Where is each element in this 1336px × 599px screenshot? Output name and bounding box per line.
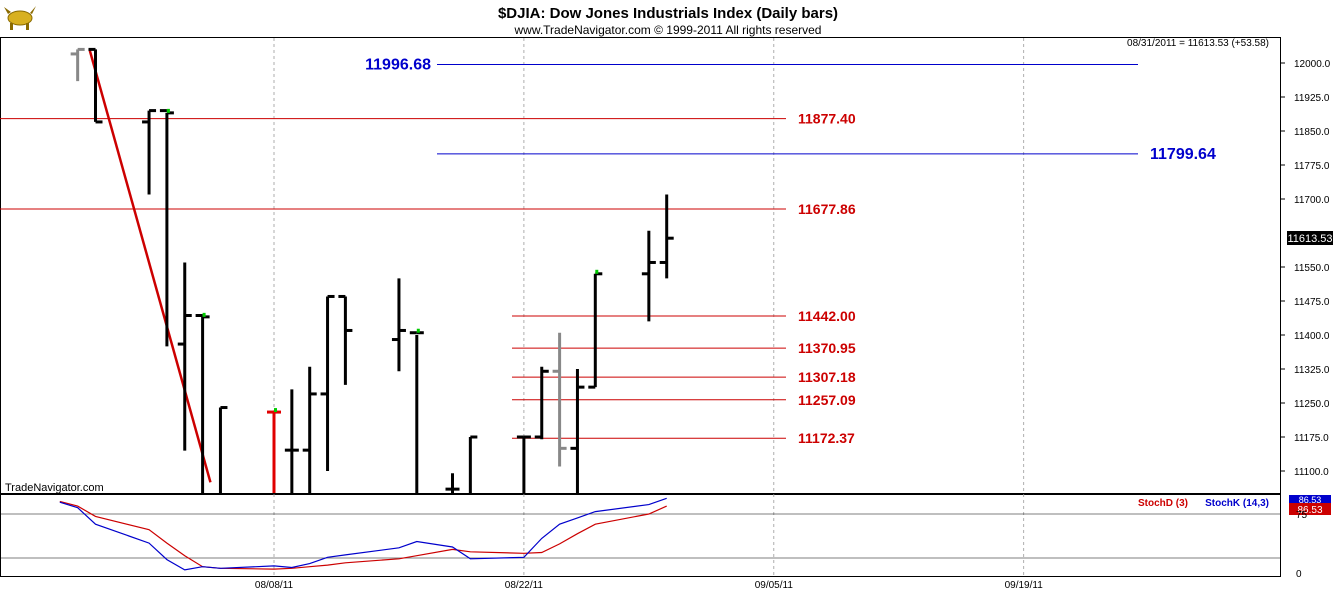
price-level-lines: 11996.68 11877.40 11799.64 11677.86 11442.00… — [0, 57, 1216, 446]
watermark-text: TradeNavigator.com — [5, 482, 104, 494]
y-tick-label: 11700.0 — [1294, 195, 1330, 206]
signal-dot — [416, 328, 420, 333]
price-axis: 12000.0 11925.0 11850.0 11775.0 11700.0 11550… — [1280, 59, 1331, 478]
last-price-badge — [1287, 231, 1333, 245]
x-tick-label: 08/08/11 — [255, 580, 294, 591]
level-label-8: 11172.37 — [798, 430, 855, 446]
level-label-0: 11996.68 — [365, 57, 431, 74]
copyright-text: www.TradeNavigator.com © 1999-2011 All r… — [514, 23, 822, 37]
stoch-k-readout: 86.53 — [1299, 495, 1322, 505]
stoch-panel-frame — [0, 494, 1281, 577]
date-axis: 08/08/11 08/22/11 09/05/11 09/19/11 — [255, 580, 1043, 591]
signal-dot — [274, 408, 277, 413]
level-label-6: 11307.18 — [798, 369, 856, 385]
y-tick-label: 12000.0 — [1294, 59, 1331, 70]
stoch-tick-label: 75 — [1296, 510, 1308, 521]
x-tick-label: 09/19/11 — [1005, 580, 1044, 591]
stoch-tick-label: 0 — [1296, 569, 1302, 580]
signal-dot — [202, 312, 206, 317]
stoch-series-1 — [59, 497, 667, 571]
stoch-series-0 — [59, 500, 667, 570]
level-label-2: 11799.64 — [1150, 146, 1216, 163]
signal-dot — [166, 108, 170, 113]
signal-dot — [595, 269, 599, 274]
trendline-group — [88, 49, 212, 483]
level-label-5: 11370.95 — [798, 340, 856, 356]
chart-title: $DJIA: Dow Jones Industrials Index (Dail… — [498, 5, 838, 22]
stoch-d-readout-badge — [1289, 503, 1331, 515]
y-tick-label: 11550.0 — [1294, 263, 1330, 274]
y-tick-label: 11400.0 — [1294, 331, 1330, 342]
level-label-3: 11677.86 — [798, 201, 856, 217]
ohlc-bars — [70, 47, 674, 493]
tradenavigator-bull-logo-icon — [4, 6, 36, 30]
y-tick-label: 11925.0 — [1294, 93, 1330, 104]
y-tick-label: 11325.0 — [1294, 365, 1330, 376]
price-panel-frame — [0, 37, 1281, 494]
y-tick-label: 11175.0 — [1294, 433, 1329, 444]
last-quote-readout: 08/31/2011 = 11613.53 (+53.58) — [1127, 38, 1269, 49]
x-tick-label: 08/22/11 — [505, 580, 544, 591]
stoch-k-readout-badge — [1289, 495, 1331, 504]
x-tick-label: 09/05/11 — [755, 580, 794, 591]
level-label-7: 11257.09 — [798, 392, 856, 408]
last-price-label: 11613.53 — [1287, 233, 1332, 245]
y-tick-label: 11475.0 — [1294, 297, 1330, 308]
y-tick-label: 11850.0 — [1294, 127, 1330, 138]
legend-stoch-d: StochD (3) — [1138, 498, 1188, 509]
y-tick-label: 11250.0 — [1294, 399, 1330, 410]
stoch-axis: 75 0 — [1296, 510, 1308, 580]
legend-stoch-k: StochK (14,3) — [1205, 498, 1269, 509]
stoch-lines — [59, 497, 667, 571]
level-label-4: 11442.00 — [798, 308, 856, 324]
trendline — [88, 49, 212, 483]
y-tick-label: 11100.0 — [1294, 467, 1329, 478]
level-label-1: 11877.40 — [798, 111, 856, 127]
y-tick-label: 11775.0 — [1294, 161, 1330, 172]
stoch-d-readout: 86.53 — [1297, 505, 1322, 516]
